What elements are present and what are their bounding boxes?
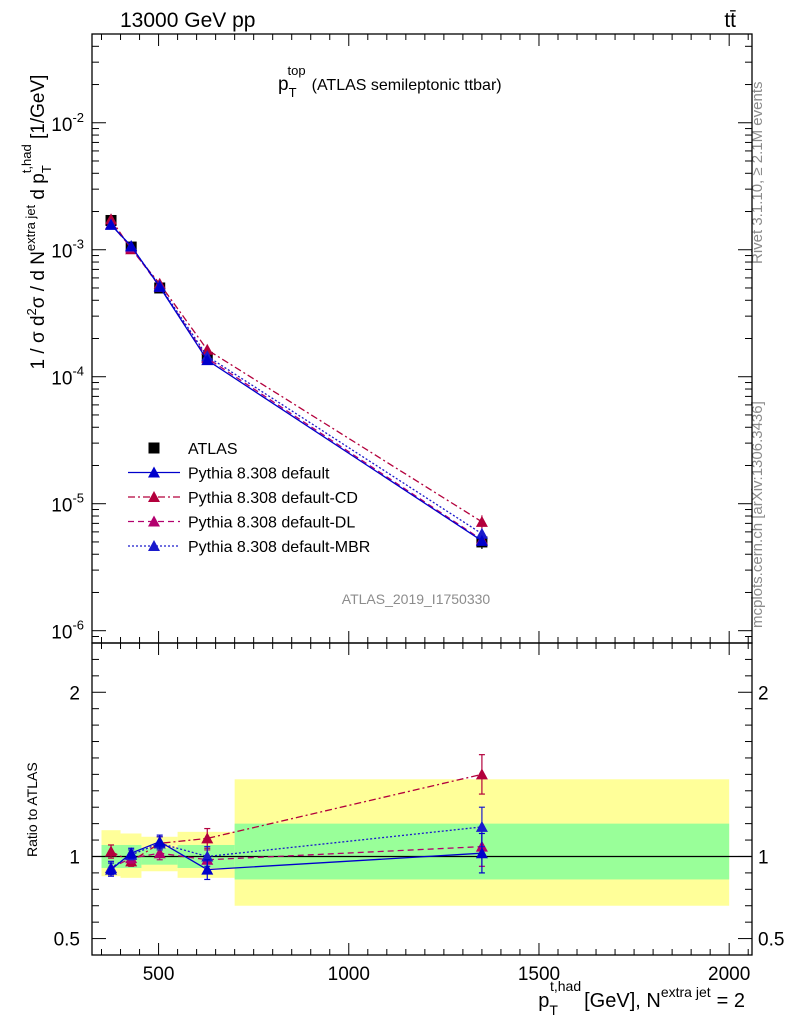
plot-title-rest: (ATLAS semileptonic ttbar) — [312, 77, 502, 94]
mc-point — [201, 343, 214, 355]
legend-label: Pythia 8.308 default-DL — [188, 515, 355, 532]
mc-point — [475, 515, 488, 527]
rivet-label: Rivet 3.1.10, ≥ 2.1M events — [749, 82, 766, 265]
x-tick-label: 2000 — [708, 964, 750, 985]
legend-marker — [148, 442, 160, 454]
mc-point — [125, 240, 138, 252]
ratio-point — [475, 768, 488, 780]
legend-marker — [148, 491, 160, 502]
mc-point — [475, 534, 488, 546]
x-label-main: p — [538, 990, 549, 1012]
ratio-y-tick-label-right: 2 — [758, 683, 769, 704]
series-layer — [105, 213, 488, 881]
plot-title: pTtop (ATLAS semileptonic ttbar) — [278, 63, 502, 100]
x-axis-label: pTt,had[GeV], Nextra jet = 2 — [538, 978, 745, 1018]
legend-entry-cd: Pythia 8.308 default-CD — [128, 490, 358, 507]
legend-entry-default: Pythia 8.308 default — [128, 466, 330, 483]
x-label-end: = 2 — [717, 990, 745, 1012]
process-label: tt̄ — [724, 9, 736, 32]
ratio-point — [475, 820, 488, 832]
mc-point — [475, 527, 488, 539]
ratio-point — [153, 847, 166, 859]
ratio-point — [105, 845, 118, 857]
legend-marker — [148, 540, 160, 551]
ratio-axes-box — [91, 642, 753, 956]
legend-label: Pythia 8.308 default — [188, 466, 330, 483]
plot-title-sub: T — [289, 85, 297, 100]
ratio-point — [125, 847, 138, 859]
mc-point — [105, 218, 118, 230]
plot-title-main: p — [278, 74, 289, 95]
ratio-y-tick-label-right: 0.5 — [758, 930, 784, 951]
energy-label: 13000 GeV pp — [120, 9, 255, 32]
ratio-y-tick-label: 1 — [69, 847, 80, 868]
x-label-rest: [GeV], N — [584, 990, 661, 1012]
ratio-series-default — [105, 832, 488, 881]
ratio-y-axis-label: Ratio to ATLAS — [24, 762, 40, 857]
ratio-point — [153, 835, 166, 847]
ratio-y-tick-label-right: 1 — [758, 847, 769, 868]
y-tick-label: 10-5 — [51, 491, 84, 517]
main-y-axis-label: 1 / σ d2σ / d Nextra jet d pTt,had [1/Ge… — [19, 75, 54, 370]
legend: ATLAS Pythia 8.308 default Pythia 8.308 de… — [128, 441, 370, 556]
legend-label: ATLAS — [188, 441, 238, 458]
y-tick-label: 10-6 — [51, 618, 84, 644]
x-label-sup2: extra jet — [661, 984, 711, 1000]
ratio-y-tick-label: 2 — [69, 683, 80, 704]
analysis-watermark: ATLAS_2019_I1750330 — [342, 591, 491, 607]
ratio-point — [105, 863, 118, 875]
y-tick-label: 10-2 — [51, 110, 84, 136]
legend-entry-dl: Pythia 8.308 default-DL — [128, 515, 355, 532]
ratio-y-tick-label: 0.5 — [54, 930, 80, 951]
ratio-point — [201, 832, 214, 844]
ratio-point — [475, 847, 488, 859]
x-tick-label: 1500 — [518, 964, 560, 985]
y-tick-label: 10-4 — [51, 364, 84, 390]
legend-label: Pythia 8.308 default-MBR — [188, 539, 370, 556]
legend-entry-data: ATLAS — [148, 441, 238, 458]
x-label-sup: t,had — [550, 978, 581, 994]
ratio-point — [201, 863, 214, 875]
legend-label: Pythia 8.308 default-CD — [188, 490, 358, 507]
mc-point — [201, 354, 214, 366]
main-plot-frame: 10-2 10-3 10-4 10-5 10-6 — [51, 33, 753, 644]
x-tick-label: 1000 — [328, 964, 370, 985]
ratio-point — [201, 850, 214, 862]
x-label-sub: T — [549, 1002, 558, 1018]
mcplots-label: mcplots.cern.ch [arXiv:1306.3436] — [749, 401, 766, 628]
y-tick-label: 10-3 — [51, 237, 84, 263]
plot-title-sup: top — [288, 63, 306, 78]
legend-marker — [148, 466, 160, 478]
ratio-plot-frame: 500 1000 1500 2000 2 2 1 1 0.5 0.5 — [54, 642, 784, 985]
series-line-mbr — [110, 224, 483, 535]
ratio-bands — [101, 779, 730, 906]
mc-point — [153, 280, 166, 292]
series-default — [105, 218, 488, 546]
x-tick-label: 500 — [143, 964, 175, 985]
legend-marker — [148, 515, 160, 527]
legend-entry-mbr: Pythia 8.308 default-MBR — [128, 539, 370, 556]
